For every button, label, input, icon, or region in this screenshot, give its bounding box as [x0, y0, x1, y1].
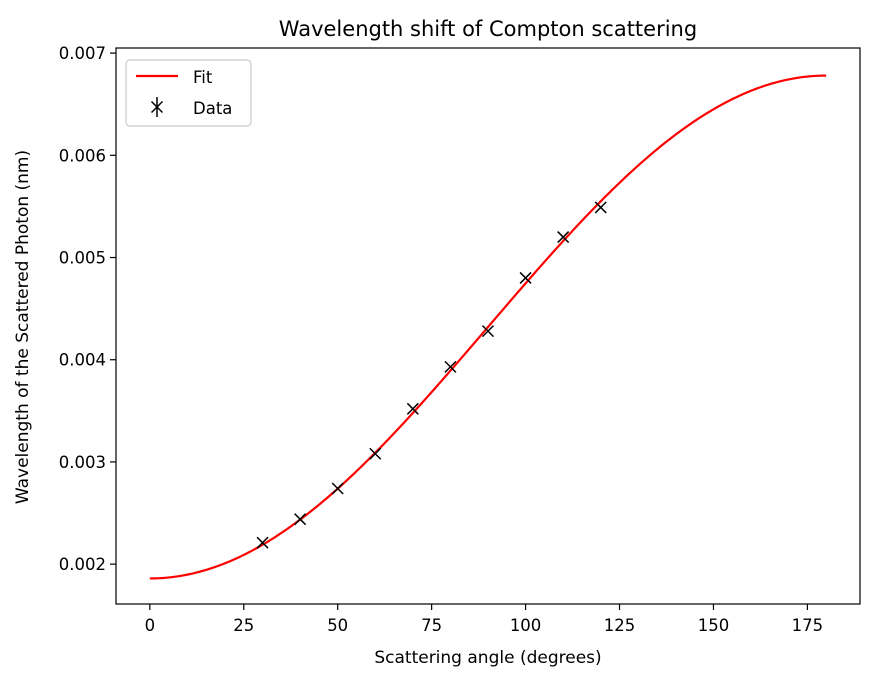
y-tick-label: 0.005: [59, 249, 106, 268]
y-axis-label: Wavelength of the Scattered Photon (nm): [13, 150, 33, 504]
data-point: [481, 325, 495, 338]
y-tick-label: 0.007: [59, 44, 106, 63]
x-tick-label: 0: [145, 616, 156, 635]
data-point: [331, 482, 344, 495]
legend-data-label: Data: [193, 99, 232, 118]
x-tick-label: 150: [698, 616, 730, 635]
x-axis-label: Scattering angle (degrees): [374, 648, 601, 668]
data-point: [519, 271, 532, 284]
y-tick-label: 0.004: [59, 351, 106, 370]
y-tick-label: 0.002: [59, 555, 106, 574]
x-tick-label: 175: [792, 616, 824, 635]
data-point: [594, 201, 607, 214]
data-point: [256, 536, 269, 549]
y-tick-label: 0.003: [59, 453, 106, 472]
fit-line: [149, 74, 827, 580]
x-tick-label: 75: [421, 616, 442, 635]
x-tick-label: 100: [510, 616, 542, 635]
legend-data-marker: [150, 100, 164, 114]
x-tick-label: 125: [604, 616, 636, 635]
data-point: [444, 360, 457, 373]
y-tick-label: 0.006: [59, 146, 106, 165]
chart-title: Wavelength shift of Compton scattering: [279, 17, 697, 41]
x-tick-label: 25: [233, 616, 254, 635]
legend: Fit Data: [125, 59, 252, 127]
axes-frame: [115, 47, 861, 605]
plot-area: 0 25 50 75 100 125 150 175 0.002 0.003 0.004 0.005 0…: [59, 44, 861, 635]
data-point: [406, 402, 419, 415]
data-point: [369, 447, 382, 460]
data-point: [294, 513, 307, 526]
data-point: [557, 231, 570, 244]
x-tick-label: 50: [327, 616, 348, 635]
legend-fit-label: Fit: [193, 68, 213, 87]
